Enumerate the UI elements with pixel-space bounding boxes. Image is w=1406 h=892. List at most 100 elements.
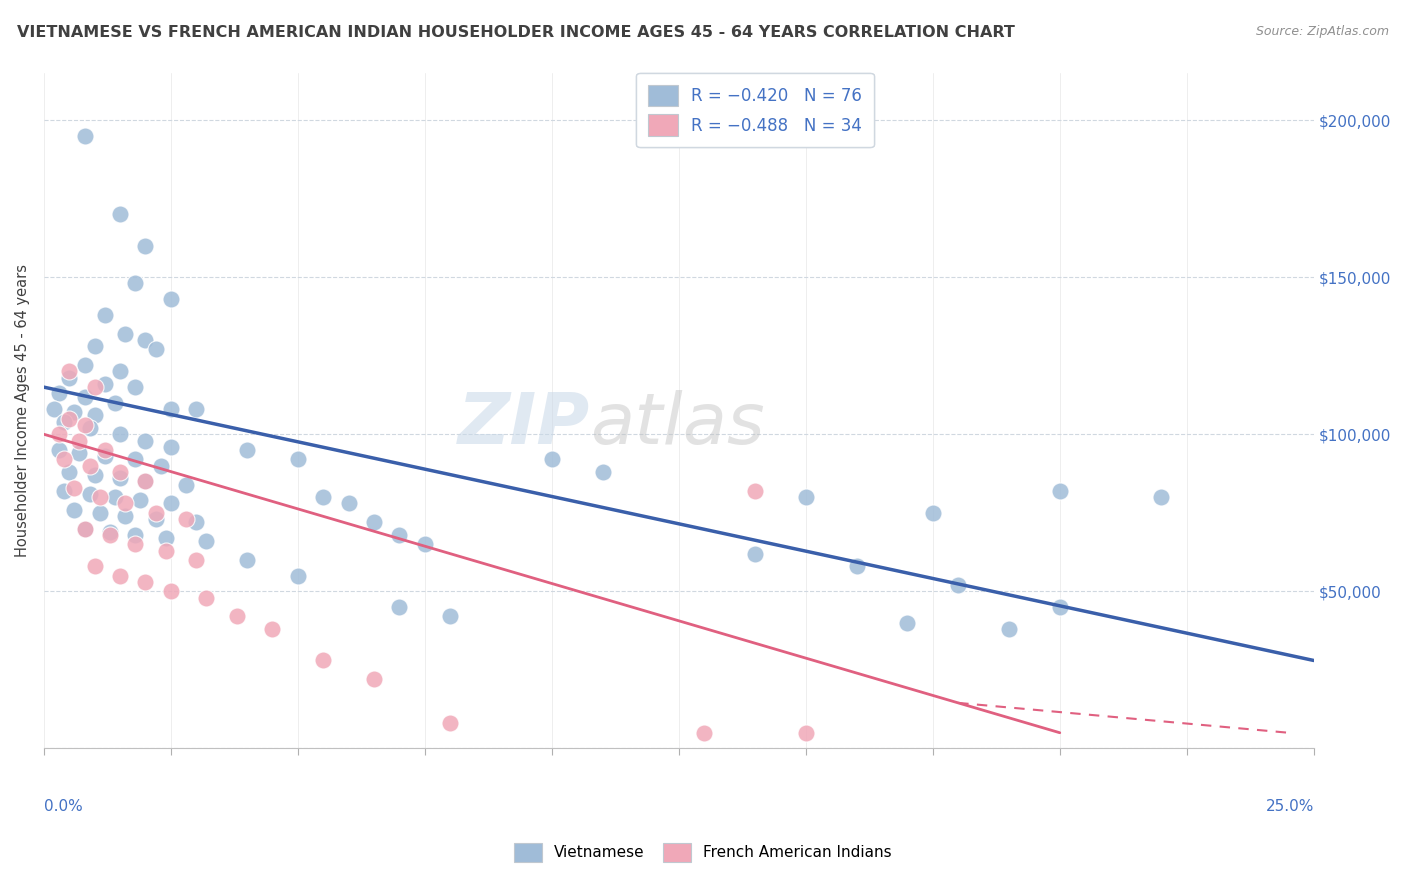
Point — [896, 615, 918, 630]
Point — [948, 578, 970, 592]
Point — [42, 402, 65, 417]
Point — [83, 339, 105, 353]
Point — [124, 528, 146, 542]
Point — [160, 440, 183, 454]
Point — [58, 364, 80, 378]
Point — [73, 390, 96, 404]
Point — [94, 442, 117, 457]
Text: Source: ZipAtlas.com: Source: ZipAtlas.com — [1256, 25, 1389, 38]
Point — [439, 716, 461, 731]
Point — [312, 490, 335, 504]
Point — [744, 547, 766, 561]
Point — [540, 452, 562, 467]
Point — [63, 405, 86, 419]
Point — [73, 522, 96, 536]
Point — [114, 326, 136, 341]
Point — [388, 600, 411, 615]
Point — [124, 537, 146, 551]
Point — [145, 506, 167, 520]
Point — [312, 653, 335, 667]
Point — [58, 411, 80, 425]
Point — [63, 502, 86, 516]
Point — [58, 465, 80, 479]
Point — [124, 452, 146, 467]
Point — [160, 292, 183, 306]
Point — [58, 370, 80, 384]
Point — [134, 333, 156, 347]
Point — [114, 508, 136, 523]
Y-axis label: Householder Income Ages 45 - 64 years: Householder Income Ages 45 - 64 years — [15, 264, 30, 558]
Point — [73, 417, 96, 432]
Point — [83, 559, 105, 574]
Text: atlas: atlas — [591, 390, 765, 458]
Point — [69, 446, 91, 460]
Point — [845, 559, 868, 574]
Point — [363, 673, 385, 687]
Point — [744, 483, 766, 498]
Point — [262, 622, 284, 636]
Point — [160, 496, 183, 510]
Point — [104, 396, 127, 410]
Point — [592, 465, 614, 479]
Text: 0.0%: 0.0% — [44, 798, 83, 814]
Point — [998, 622, 1021, 636]
Point — [236, 553, 259, 567]
Point — [287, 568, 309, 582]
Legend: Vietnamese, French American Indians: Vietnamese, French American Indians — [509, 837, 897, 868]
Point — [921, 506, 943, 520]
Point — [413, 537, 436, 551]
Point — [1150, 490, 1173, 504]
Point — [94, 308, 117, 322]
Point — [98, 524, 121, 539]
Point — [145, 343, 167, 357]
Point — [1049, 600, 1071, 615]
Legend: R = −0.420   N = 76, R = −0.488   N = 34: R = −0.420 N = 76, R = −0.488 N = 34 — [637, 73, 873, 147]
Point — [79, 487, 101, 501]
Point — [79, 421, 101, 435]
Point — [114, 496, 136, 510]
Point — [79, 458, 101, 473]
Point — [195, 534, 218, 549]
Point — [693, 725, 716, 739]
Point — [149, 458, 172, 473]
Point — [73, 522, 96, 536]
Point — [225, 609, 247, 624]
Point — [236, 442, 259, 457]
Point — [174, 512, 197, 526]
Text: ZIP: ZIP — [458, 390, 591, 458]
Point — [145, 512, 167, 526]
Point — [174, 477, 197, 491]
Point — [48, 386, 70, 401]
Point — [794, 490, 817, 504]
Point — [186, 402, 208, 417]
Point — [83, 468, 105, 483]
Point — [53, 483, 76, 498]
Point — [160, 584, 183, 599]
Point — [155, 543, 177, 558]
Point — [134, 475, 156, 489]
Point — [63, 481, 86, 495]
Point — [1049, 483, 1071, 498]
Point — [134, 239, 156, 253]
Point — [94, 450, 117, 464]
Point — [89, 490, 111, 504]
Point — [89, 506, 111, 520]
Point — [186, 553, 208, 567]
Point — [134, 475, 156, 489]
Point — [794, 725, 817, 739]
Point — [108, 465, 131, 479]
Text: 25.0%: 25.0% — [1265, 798, 1313, 814]
Point — [129, 493, 152, 508]
Point — [439, 609, 461, 624]
Point — [108, 364, 131, 378]
Point — [48, 442, 70, 457]
Point — [69, 434, 91, 448]
Text: VIETNAMESE VS FRENCH AMERICAN INDIAN HOUSEHOLDER INCOME AGES 45 - 64 YEARS CORRE: VIETNAMESE VS FRENCH AMERICAN INDIAN HOU… — [17, 25, 1015, 40]
Point — [134, 574, 156, 589]
Point — [48, 427, 70, 442]
Point — [53, 415, 76, 429]
Point — [195, 591, 218, 605]
Point — [124, 380, 146, 394]
Point — [104, 490, 127, 504]
Point — [186, 515, 208, 529]
